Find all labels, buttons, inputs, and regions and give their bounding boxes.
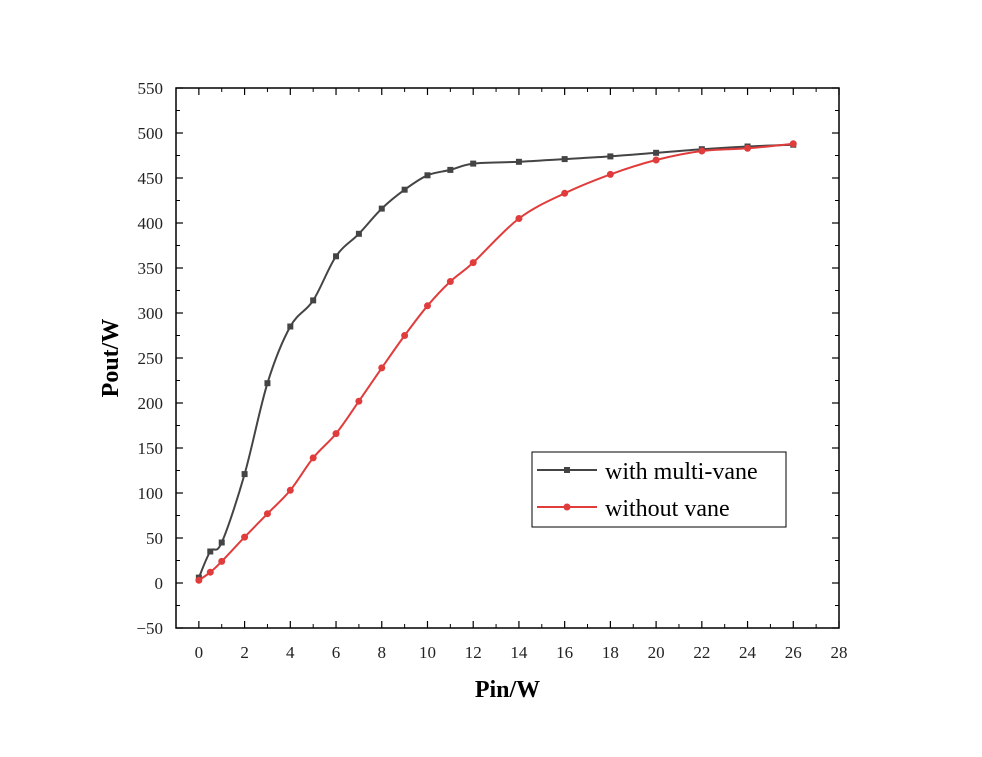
data-point-without-vane — [446, 278, 454, 285]
data-point-without-vane — [241, 533, 249, 541]
axes: 0 2 4 6 8 10 12 14 16 18 20 22 24 26 28−50050100150200… — [136, 79, 847, 662]
x-tick-label: 0 — [195, 643, 204, 662]
y-tick-label: 550 — [138, 79, 164, 98]
x-tick-label: 24 — [739, 643, 757, 662]
y-tick-label: −50 — [136, 619, 163, 638]
x-axis-title: Pin/W — [475, 677, 540, 703]
y-tick-label: 500 — [138, 124, 164, 143]
x-tick-label: 28 — [831, 643, 848, 662]
data-point-without-vane — [423, 302, 431, 310]
data-point-without-vane — [206, 568, 214, 576]
y-tick-label: 50 — [146, 529, 163, 548]
y-tick-label: 150 — [138, 439, 164, 458]
legend-label-without-vane: without vane — [605, 496, 730, 522]
data-point-with-multi-vane — [218, 539, 225, 546]
data-point-without-vane — [218, 557, 226, 565]
x-tick-label: 14 — [510, 643, 528, 662]
data-point-without-vane — [515, 215, 523, 222]
data-point-without-vane — [378, 364, 386, 372]
y-tick-label: 350 — [138, 259, 164, 278]
data-point-without-vane — [263, 510, 271, 518]
y-tick-label: 0 — [155, 574, 164, 593]
data-point-with-multi-vane — [447, 166, 454, 173]
data-point-with-multi-vane — [264, 380, 271, 387]
x-tick-label: 4 — [286, 643, 295, 662]
data-point-with-multi-vane — [241, 471, 248, 478]
legend: with multi-vane without vane — [531, 451, 787, 528]
legend-box — [531, 451, 787, 528]
data-point-without-vane — [401, 332, 409, 339]
y-tick-label: 200 — [138, 394, 164, 413]
data-point-with-multi-vane — [333, 253, 340, 260]
data-point-with-multi-vane — [287, 323, 294, 330]
x-tick-label: 6 — [332, 643, 341, 662]
y-tick-label: 100 — [138, 484, 164, 503]
data-point-without-vane — [332, 430, 340, 438]
x-tick-label: 8 — [378, 643, 387, 662]
legend-label-with-multi-vane: with multi-vane — [605, 459, 758, 485]
y-tick-label: 400 — [138, 214, 164, 233]
data-point-without-vane — [698, 147, 706, 155]
x-tick-label: 10 — [419, 643, 436, 662]
data-point-without-vane — [744, 144, 752, 152]
data-point-with-multi-vane — [561, 156, 568, 163]
x-tick-label: 26 — [785, 643, 802, 662]
x-tick-label: 18 — [602, 643, 619, 662]
data-point-without-vane — [561, 189, 569, 197]
data-point-with-multi-vane — [355, 230, 362, 237]
y-tick-label: 450 — [138, 169, 164, 188]
data-point-with-multi-vane — [378, 205, 385, 212]
data-point-without-vane — [652, 156, 660, 164]
y-tick-label: 250 — [138, 349, 164, 368]
data-point-without-vane — [606, 170, 614, 178]
y-tick-label: 300 — [138, 304, 164, 323]
data-point-with-multi-vane — [310, 297, 317, 304]
data-point-with-multi-vane — [424, 172, 431, 179]
legend-marker-square — [564, 467, 570, 473]
data-point-without-vane — [309, 454, 317, 462]
x-tick-label: 20 — [648, 643, 665, 662]
data-point-without-vane — [195, 576, 203, 584]
data-point-without-vane — [469, 259, 477, 267]
legend-marker-circle — [563, 503, 571, 511]
data-point-without-vane — [789, 140, 797, 148]
data-point-with-multi-vane — [207, 548, 214, 555]
data-point-without-vane — [355, 397, 363, 405]
x-tick-label: 22 — [693, 643, 710, 662]
data-point-with-multi-vane — [607, 153, 614, 160]
y-axis-title: Pout/W — [98, 319, 124, 398]
x-tick-label: 2 — [240, 643, 249, 662]
data-point-with-multi-vane — [515, 158, 522, 165]
x-tick-label: 12 — [465, 643, 482, 662]
x-tick-label: 16 — [556, 643, 573, 662]
data-point-with-multi-vane — [401, 186, 408, 193]
data-point-with-multi-vane — [653, 149, 660, 156]
data-point-with-multi-vane — [470, 160, 477, 167]
data-point-without-vane — [286, 486, 294, 494]
series-layer — [195, 140, 797, 584]
